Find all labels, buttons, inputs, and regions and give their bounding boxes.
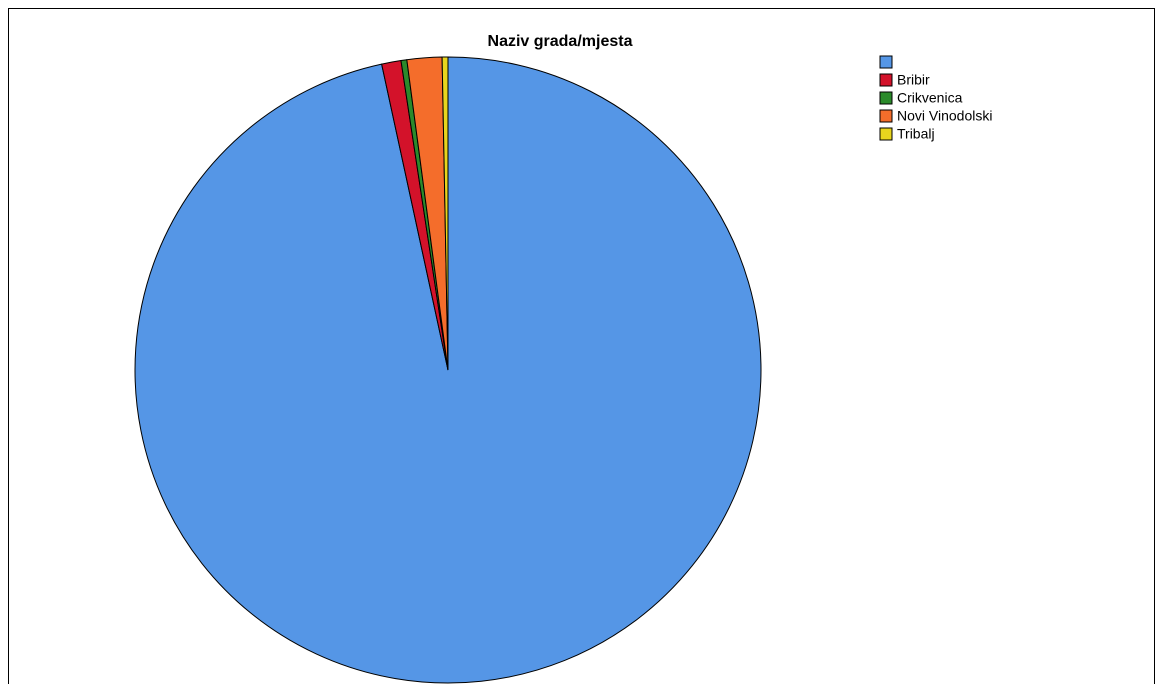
pie-slice: [441, 56, 449, 371]
chart-title: Naziv grada/mjesta: [488, 33, 633, 50]
legend-label: Novi Vinodolski: [897, 108, 992, 124]
legend-swatch: [879, 55, 893, 69]
legend-label: Crikvenica: [897, 90, 963, 106]
legend-label: Bribir: [897, 72, 930, 88]
legend-swatch: [879, 91, 893, 105]
legend-label: Tribalj: [897, 126, 935, 142]
legend-swatch: [879, 109, 893, 123]
legend-swatch: [879, 73, 893, 87]
legend-swatch: [879, 127, 893, 141]
